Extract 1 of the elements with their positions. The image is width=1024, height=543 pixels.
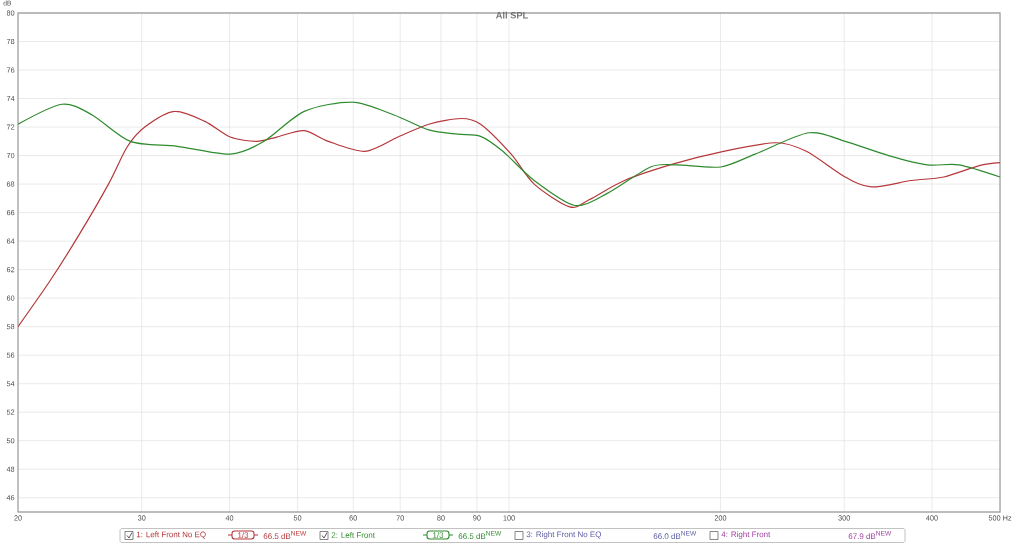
chart-title: All SPL <box>495 11 528 19</box>
